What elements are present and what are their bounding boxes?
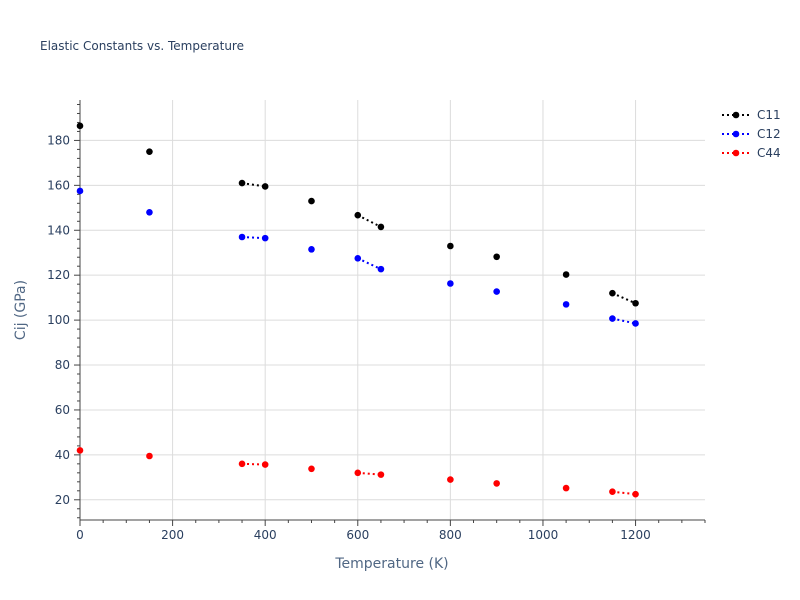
series-c11 bbox=[76, 122, 639, 307]
data-point bbox=[308, 197, 315, 205]
data-point bbox=[354, 469, 362, 477]
data-point bbox=[632, 320, 639, 327]
x-tick-label: 1200 bbox=[620, 528, 651, 542]
data-point bbox=[238, 179, 246, 187]
series-segment bbox=[241, 236, 266, 240]
chart-title: Elastic Constants vs. Temperature bbox=[40, 39, 244, 53]
y-tick-label: 20 bbox=[55, 493, 70, 507]
series-segment bbox=[357, 471, 382, 476]
grid-lines bbox=[80, 100, 705, 520]
axes: 0 200 400 600 800 1000 1200 20 40 60 80 100 120 140 16… bbox=[47, 100, 706, 542]
legend-item-c12[interactable]: C12 bbox=[722, 127, 781, 141]
data-point bbox=[76, 447, 84, 454]
series-segment bbox=[241, 182, 266, 188]
legend-item-c11[interactable]: C11 bbox=[722, 108, 781, 122]
legend-marker bbox=[732, 130, 740, 138]
data-point bbox=[632, 299, 639, 307]
series-segment bbox=[612, 317, 636, 325]
data-point bbox=[354, 211, 362, 219]
series-c44 bbox=[76, 447, 639, 498]
data-point bbox=[609, 315, 616, 322]
data-point bbox=[76, 122, 84, 130]
data-point bbox=[261, 234, 269, 242]
data-point bbox=[308, 465, 315, 473]
data-point bbox=[562, 301, 570, 308]
data-point bbox=[447, 280, 454, 287]
data-point bbox=[238, 460, 246, 468]
data-point bbox=[261, 183, 269, 190]
legend-label: C12 bbox=[757, 127, 781, 141]
series-layer bbox=[76, 122, 639, 498]
x-axis-title: Temperature (K) bbox=[334, 556, 448, 572]
series-segment bbox=[612, 490, 636, 496]
y-axis-title: Cij (GPa) bbox=[13, 280, 29, 340]
legend-item-c44[interactable]: C44 bbox=[722, 146, 781, 160]
data-point bbox=[308, 246, 315, 253]
data-point bbox=[377, 471, 385, 478]
x-tick-label: 200 bbox=[161, 528, 184, 542]
data-point bbox=[447, 476, 454, 483]
data-point bbox=[493, 253, 500, 261]
data-point bbox=[76, 187, 84, 195]
y-tick-label: 60 bbox=[55, 403, 70, 417]
data-point bbox=[146, 208, 153, 216]
legend[interactable]: C11 C12 C44 bbox=[722, 108, 781, 160]
y-tick-label: 80 bbox=[55, 358, 70, 372]
y-tick-label: 180 bbox=[47, 133, 70, 147]
data-point bbox=[447, 242, 454, 250]
data-point bbox=[609, 289, 616, 297]
data-point bbox=[146, 452, 153, 460]
x-tick-label: 400 bbox=[254, 528, 277, 542]
y-tick-label: 40 bbox=[55, 448, 70, 462]
data-point bbox=[562, 484, 570, 492]
legend-label: C11 bbox=[757, 108, 781, 122]
legend-marker bbox=[732, 149, 740, 157]
data-point bbox=[354, 255, 362, 262]
x-tick-label: 600 bbox=[346, 528, 369, 542]
x-tick-label: 1000 bbox=[528, 528, 559, 542]
x-tick-label: 0 bbox=[76, 528, 84, 542]
y-tick-label: 100 bbox=[47, 313, 70, 327]
data-point bbox=[493, 480, 500, 487]
data-point bbox=[261, 461, 269, 468]
data-point bbox=[609, 488, 616, 496]
data-point bbox=[562, 271, 570, 278]
data-point bbox=[238, 233, 246, 241]
series-segment bbox=[612, 292, 636, 305]
y-tick-label: 160 bbox=[47, 178, 70, 192]
data-point bbox=[377, 265, 385, 273]
legend-label: C44 bbox=[757, 146, 781, 160]
y-tick-label: 120 bbox=[47, 268, 70, 282]
series-c12 bbox=[76, 187, 639, 327]
data-point bbox=[146, 148, 153, 155]
data-point bbox=[632, 490, 639, 498]
series-segment bbox=[357, 257, 382, 271]
data-point bbox=[377, 223, 385, 231]
x-tick-label: 800 bbox=[439, 528, 462, 542]
series-segment bbox=[357, 214, 382, 228]
data-point bbox=[493, 288, 500, 295]
series-segment bbox=[242, 462, 266, 466]
legend-marker bbox=[732, 111, 740, 119]
y-tick-label: 140 bbox=[47, 223, 70, 237]
